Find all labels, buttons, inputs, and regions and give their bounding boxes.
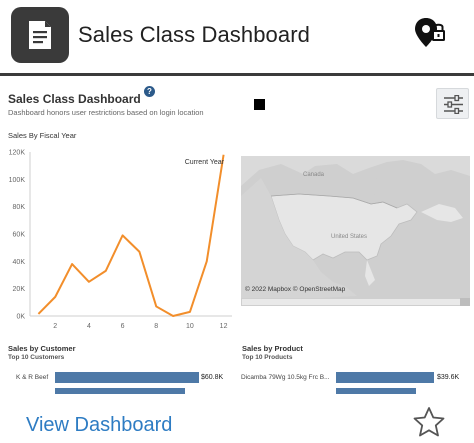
customer-bar-value: $60.8K bbox=[201, 374, 224, 381]
help-icon[interactable]: ? bbox=[144, 86, 155, 97]
y-tick-label: 80K bbox=[13, 204, 26, 211]
map-label-canada: Canada bbox=[303, 172, 325, 178]
map-attribution[interactable]: © 2022 Mapbox © OpenStreetMap bbox=[245, 286, 346, 293]
star-icon[interactable] bbox=[412, 406, 446, 438]
app-header: Sales Class Dashboard bbox=[0, 0, 474, 72]
customers-title: Sales by Customer bbox=[8, 344, 76, 353]
view-dashboard-link[interactable]: View Dashboard bbox=[26, 414, 173, 436]
x-tick-label: 6 bbox=[121, 323, 125, 330]
products-subtitle: Top 10 Products bbox=[242, 354, 293, 361]
sales-by-year-title: Sales By Fiscal Year bbox=[8, 131, 77, 140]
product-bar[interactable] bbox=[336, 388, 416, 394]
product-bar[interactable] bbox=[336, 372, 434, 383]
page-title: Sales Class Dashboard bbox=[78, 22, 310, 47]
customer-row-label: K & R Beef bbox=[16, 374, 49, 381]
map-canvas: Canada United States bbox=[241, 156, 470, 298]
sales-line-chart: 0K 20K 40K 60K 80K 100K 120K 2 4 6 8 10 12 Current Ye… bbox=[9, 150, 232, 330]
y-tick-label: 100K bbox=[9, 177, 26, 184]
y-tick-label: 120K bbox=[9, 150, 26, 157]
sales-map[interactable]: Canada United States © 2022 Mapbox © Ope… bbox=[241, 156, 470, 298]
current-year-annotation: Current Year bbox=[185, 159, 225, 166]
product-bar-value: $39.6K bbox=[437, 374, 460, 381]
location-lock-icon[interactable] bbox=[412, 16, 448, 50]
y-tick-label: 40K bbox=[13, 259, 26, 266]
dashboard-frame: Sales Class Dashboard ? Dashboard honors… bbox=[0, 76, 474, 397]
map-label-us: United States bbox=[331, 234, 367, 240]
filter-button[interactable] bbox=[436, 88, 469, 119]
sliders-icon bbox=[444, 95, 463, 114]
dashboard-subtitle: Dashboard honors user restrictions based… bbox=[8, 108, 204, 117]
y-tick-label: 0K bbox=[16, 314, 25, 321]
x-tick-label: 12 bbox=[220, 323, 228, 330]
y-tick-label: 20K bbox=[13, 286, 26, 293]
document-icon[interactable] bbox=[11, 7, 69, 63]
product-row-label: Dicamba 79Wg 10.5kg Frc B... bbox=[241, 374, 330, 381]
x-tick-label: 10 bbox=[186, 323, 194, 330]
x-tick-label: 2 bbox=[53, 323, 57, 330]
x-tick-label: 4 bbox=[87, 323, 91, 330]
y-tick-label: 60K bbox=[13, 232, 26, 239]
map-scrollbar[interactable] bbox=[241, 298, 470, 306]
card-footer: View Dashboard bbox=[0, 397, 474, 443]
products-title: Sales by Product bbox=[242, 344, 303, 353]
customers-subtitle: Top 10 Customers bbox=[8, 354, 65, 361]
header-divider bbox=[0, 73, 474, 76]
x-tick-label: 8 bbox=[154, 323, 158, 330]
dashboard-title: Sales Class Dashboard bbox=[8, 92, 141, 106]
customer-bar[interactable] bbox=[55, 372, 199, 383]
black-square-marker bbox=[254, 99, 265, 110]
map-scrollbar-thumb[interactable] bbox=[460, 298, 470, 306]
sales-line-series bbox=[37, 154, 225, 317]
customer-bar[interactable] bbox=[55, 388, 185, 394]
